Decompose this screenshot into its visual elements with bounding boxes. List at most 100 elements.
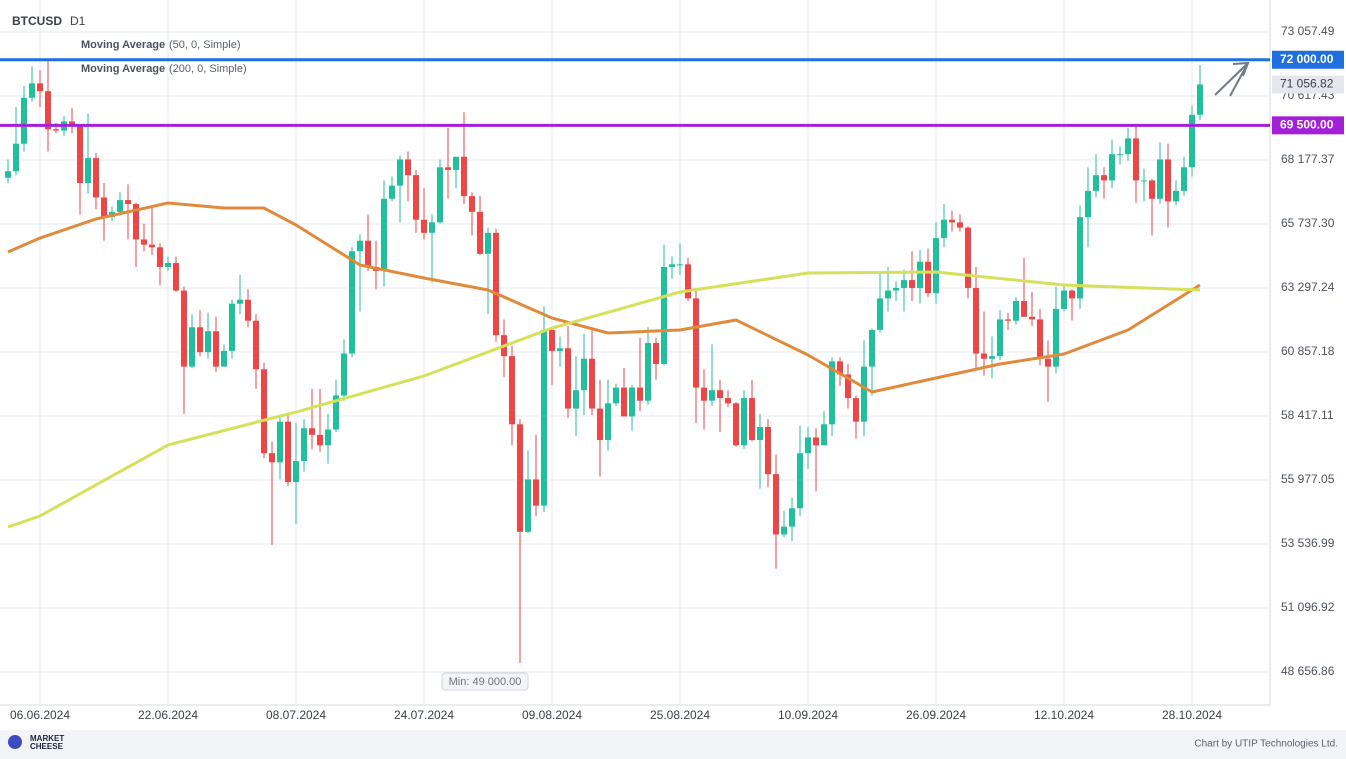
x-tick-label: 25.08.2024 bbox=[650, 708, 710, 722]
candle-body bbox=[13, 143, 19, 172]
candle-body bbox=[813, 437, 819, 446]
candle-body bbox=[661, 266, 667, 364]
x-tick-label: 26.09.2024 bbox=[906, 708, 966, 722]
candle-body bbox=[541, 329, 547, 506]
y-tick-label: 48 656.86 bbox=[1281, 664, 1335, 678]
candle-body bbox=[309, 428, 315, 435]
candle-body bbox=[197, 327, 203, 353]
candle-body bbox=[237, 299, 243, 304]
candle-body bbox=[301, 428, 307, 462]
candle-body bbox=[205, 331, 211, 353]
candle-body bbox=[589, 358, 595, 409]
legend-name: Moving Average bbox=[81, 39, 165, 51]
candle-body bbox=[213, 331, 219, 367]
candle-body bbox=[269, 453, 275, 463]
candle-body bbox=[653, 343, 659, 364]
candle-body bbox=[605, 403, 611, 441]
candle-body bbox=[133, 204, 139, 240]
candle-body bbox=[901, 280, 907, 288]
candle-body bbox=[581, 358, 587, 391]
candle-body bbox=[397, 159, 403, 186]
candle-body bbox=[1069, 290, 1075, 299]
candle-body bbox=[877, 298, 883, 330]
x-tick-label: 10.09.2024 bbox=[778, 708, 838, 722]
candle-body bbox=[597, 408, 603, 441]
level-label: 69 500.00 bbox=[1280, 117, 1334, 131]
candle-body bbox=[1013, 301, 1019, 321]
candle-body bbox=[1077, 217, 1083, 299]
candle-body bbox=[461, 156, 467, 197]
candle-body bbox=[357, 240, 363, 252]
candle-body bbox=[1037, 319, 1043, 359]
y-tick-label: 73 057.49 bbox=[1281, 24, 1335, 38]
y-tick-label: 55 977.05 bbox=[1281, 472, 1335, 486]
candle-body bbox=[221, 350, 227, 367]
candle-body bbox=[437, 167, 443, 223]
candle-body bbox=[837, 361, 843, 375]
candle-body bbox=[485, 232, 491, 254]
logo-icon bbox=[8, 735, 22, 749]
level-label-bg bbox=[1272, 50, 1344, 69]
candle-body bbox=[829, 361, 835, 425]
x-tick-label: 28.10.2024 bbox=[1162, 708, 1222, 722]
candle-body bbox=[637, 387, 643, 401]
candle-body bbox=[69, 121, 75, 126]
symbol: BTCUSD bbox=[12, 14, 62, 28]
candle-body bbox=[101, 197, 107, 218]
candle-body bbox=[789, 508, 795, 527]
candle-body bbox=[149, 244, 155, 248]
legend-params: (200, 0, Simple) bbox=[169, 63, 247, 75]
candle-body bbox=[693, 298, 699, 388]
candle-body bbox=[1109, 154, 1115, 181]
candle-body bbox=[933, 238, 939, 294]
candle-body bbox=[1189, 114, 1195, 168]
y-tick-label: 60 857.18 bbox=[1281, 344, 1335, 358]
candle-body bbox=[533, 479, 539, 506]
candle-body bbox=[677, 264, 683, 266]
candle-body bbox=[245, 299, 251, 321]
candle-body bbox=[85, 158, 91, 184]
last-price-bg bbox=[1272, 75, 1344, 94]
legend-name: Moving Average bbox=[81, 63, 165, 75]
candle-body bbox=[29, 83, 35, 98]
candle-body bbox=[189, 327, 195, 367]
candle-body bbox=[621, 387, 627, 417]
candle-body bbox=[765, 426, 771, 475]
candle-body bbox=[325, 429, 331, 446]
candle-body bbox=[869, 329, 875, 367]
candle-body bbox=[853, 398, 859, 422]
candle-body bbox=[333, 395, 339, 430]
credit: Chart by UTIP Technologies Ltd. bbox=[1194, 739, 1338, 750]
candle-body bbox=[5, 171, 11, 178]
candle-body bbox=[517, 424, 523, 532]
x-tick-label: 08.07.2024 bbox=[266, 708, 326, 722]
x-tick-label: 06.06.2024 bbox=[10, 708, 70, 722]
candle-body bbox=[1085, 190, 1091, 218]
candle-body bbox=[1157, 159, 1163, 199]
timeframe: D1 bbox=[70, 14, 86, 28]
x-tick-label: 09.08.2024 bbox=[522, 708, 582, 722]
candle-body bbox=[941, 219, 947, 239]
candle-body bbox=[77, 125, 83, 184]
candle-body bbox=[45, 91, 51, 130]
candle-body bbox=[93, 158, 99, 198]
candle-body bbox=[717, 390, 723, 399]
candle-body bbox=[981, 353, 987, 359]
candle-body bbox=[365, 240, 371, 267]
candle-body bbox=[389, 185, 395, 199]
candle-body bbox=[917, 261, 923, 288]
candle-body bbox=[21, 97, 27, 144]
candle-body bbox=[685, 264, 691, 299]
candle-body bbox=[141, 239, 147, 245]
moving-average-line bbox=[7, 270, 1201, 529]
candle-body bbox=[117, 200, 123, 212]
candle-body bbox=[253, 320, 259, 370]
candle-body bbox=[1053, 308, 1059, 367]
candle-body bbox=[709, 390, 715, 401]
candle-body bbox=[1141, 180, 1147, 182]
candle-body bbox=[965, 227, 971, 288]
candle-body bbox=[773, 474, 779, 535]
candle-body bbox=[1133, 138, 1139, 181]
candle-body bbox=[733, 403, 739, 446]
